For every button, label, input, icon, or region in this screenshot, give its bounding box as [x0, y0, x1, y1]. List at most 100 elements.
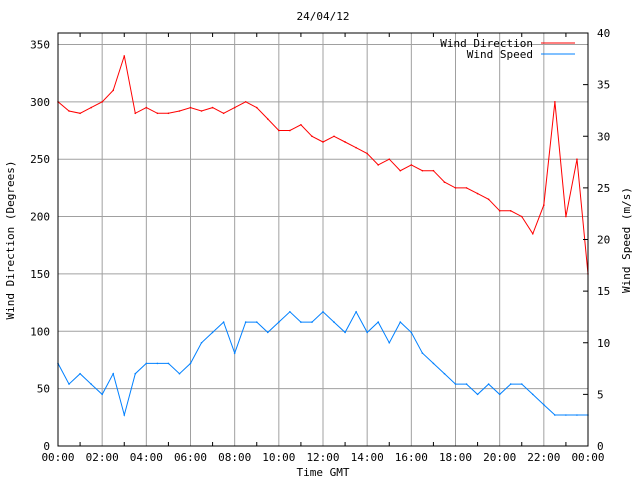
y2-tick-label: 40 [597, 27, 610, 40]
data-point [388, 158, 391, 160]
data-point [465, 187, 468, 189]
data-point [123, 414, 126, 416]
data-point [101, 101, 103, 103]
data-point [388, 341, 391, 344]
data-point [498, 210, 501, 212]
data-point [266, 118, 269, 120]
data-point [344, 331, 346, 334]
data-point [576, 158, 578, 160]
data-point [509, 383, 512, 385]
data-point [554, 101, 556, 103]
axis-ticks: 00:00 02:00 04:00 06:00 08:00 10:00 12:00 14:00… [30, 27, 610, 464]
data-point [410, 331, 413, 334]
x-axis-label: Time GMT [297, 466, 350, 479]
data-point [79, 112, 81, 115]
y-axis-label: Wind Direction (Degrees) [4, 161, 17, 320]
series-lines [57, 55, 589, 417]
grid [58, 33, 588, 446]
data-point [222, 112, 225, 115]
data-point [576, 414, 578, 416]
data-point [145, 106, 148, 109]
x-tick-label: 00:00 [571, 451, 604, 464]
y2-tick-label: 20 [597, 234, 610, 247]
x-tick-label: 18:00 [439, 451, 472, 464]
data-point [366, 152, 368, 155]
data-point [289, 310, 291, 313]
y2-tick-label: 25 [597, 182, 610, 195]
data-point [565, 414, 567, 416]
x-tick-label: 22:00 [527, 451, 560, 464]
data-point [178, 372, 181, 375]
data-point [289, 129, 291, 132]
data-point [432, 169, 435, 172]
data-point [90, 383, 92, 385]
data-point [333, 321, 335, 323]
data-point [476, 393, 479, 396]
data-point [112, 372, 115, 375]
data-point [355, 310, 357, 313]
data-point [68, 110, 70, 112]
x-tick-label: 06:00 [174, 451, 207, 464]
y2-tick-label: 10 [597, 337, 610, 350]
data-point [244, 101, 247, 103]
data-point [476, 192, 479, 195]
data-point [377, 321, 380, 323]
y-tick-label: 100 [30, 325, 50, 338]
data-point [189, 106, 192, 109]
data-point [112, 89, 115, 92]
data-point [211, 331, 214, 334]
x-tick-label: 12:00 [306, 451, 339, 464]
data-point [421, 169, 424, 172]
data-point [300, 321, 302, 323]
data-point [322, 141, 324, 143]
data-point [300, 123, 302, 126]
legend-label: Wind Speed [467, 48, 533, 61]
data-point [498, 393, 501, 396]
data-point [454, 187, 457, 189]
data-point [255, 106, 258, 109]
data-point [399, 321, 402, 323]
data-point [145, 362, 148, 365]
data-point [344, 141, 346, 143]
y-tick-label: 50 [37, 383, 50, 396]
data-point [134, 372, 137, 375]
data-point [178, 110, 181, 112]
y2-tick-label: 30 [597, 130, 610, 143]
data-point [565, 215, 567, 218]
data-point [554, 414, 556, 416]
data-point [531, 393, 534, 396]
x-tick-label: 14:00 [351, 451, 384, 464]
data-point [311, 321, 313, 323]
data-point [167, 362, 170, 365]
data-point [233, 352, 236, 354]
y2-tick-label: 35 [597, 79, 610, 92]
data-point [278, 129, 280, 132]
chart-title: 24/04/12 [297, 10, 350, 23]
data-point [123, 55, 126, 57]
y-tick-label: 200 [30, 211, 50, 224]
data-point [222, 321, 225, 323]
data-point [454, 383, 457, 385]
data-point [399, 169, 402, 172]
x-tick-label: 00:00 [41, 451, 74, 464]
x-tick-label: 04:00 [130, 451, 163, 464]
y2-tick-label: 15 [597, 285, 610, 298]
y-tick-label: 350 [30, 38, 50, 51]
data-point [101, 393, 103, 396]
data-point [487, 198, 490, 201]
data-point [377, 164, 380, 166]
data-point [443, 372, 446, 375]
x-tick-label: 16:00 [395, 451, 428, 464]
data-point [322, 310, 324, 313]
y-tick-label: 0 [43, 440, 50, 453]
data-point [79, 372, 81, 375]
data-point [543, 204, 545, 206]
data-point [244, 321, 247, 323]
data-point [200, 110, 203, 112]
x-tick-label: 02:00 [86, 451, 119, 464]
x-tick-label: 08:00 [218, 451, 251, 464]
data-point [520, 215, 523, 218]
data-point [509, 210, 512, 212]
